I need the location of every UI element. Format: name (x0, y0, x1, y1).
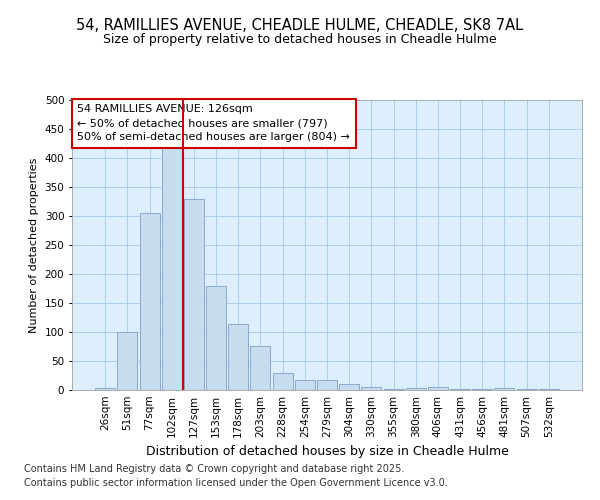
Bar (383, 389, 404, 390)
Bar (140, 213, 160, 390)
Bar (118, 332, 137, 390)
Bar (184, 198, 204, 390)
Text: 54 RAMILLIES AVENUE: 126sqm
← 50% of detached houses are smaller (797)
50% of se: 54 RAMILLIES AVENUE: 126sqm ← 50% of det… (77, 104, 350, 142)
Bar (339, 384, 359, 390)
Bar (250, 346, 271, 390)
Text: 54, RAMILLIES AVENUE, CHEADLE HULME, CHEADLE, SK8 7AL: 54, RAMILLIES AVENUE, CHEADLE HULME, CHE… (76, 18, 524, 32)
Bar (494, 388, 514, 390)
Bar (517, 389, 536, 390)
Text: Contains HM Land Registry data © Crown copyright and database right 2025.
Contai: Contains HM Land Registry data © Crown c… (24, 464, 448, 487)
Bar (95, 388, 115, 390)
Bar (206, 286, 226, 390)
Y-axis label: Number of detached properties: Number of detached properties (29, 158, 39, 332)
Bar (406, 388, 426, 390)
Bar (317, 380, 337, 390)
Bar (272, 373, 293, 390)
Bar (472, 389, 492, 390)
Text: Size of property relative to detached houses in Cheadle Hulme: Size of property relative to detached ho… (103, 32, 497, 46)
Bar (228, 324, 248, 390)
Bar (428, 386, 448, 390)
Bar (361, 387, 382, 390)
X-axis label: Distribution of detached houses by size in Cheadle Hulme: Distribution of detached houses by size … (146, 446, 508, 458)
Bar (162, 148, 182, 390)
Bar (295, 380, 315, 390)
